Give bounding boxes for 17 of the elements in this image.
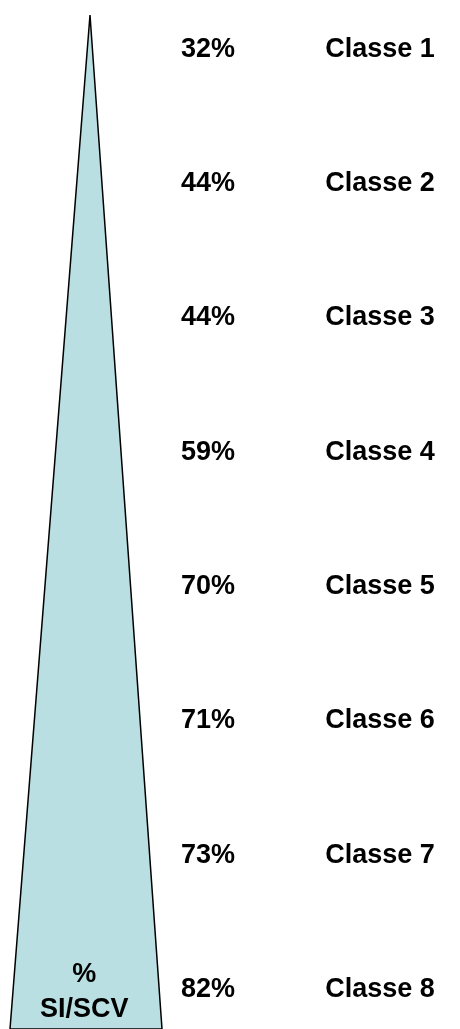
text: % SI/SCV [40,958,129,1024]
category-label: Classe 2 [325,167,435,198]
category-label: Classe 4 [325,435,435,466]
data-label: 73% [180,838,236,869]
category-label: Classe 3 [325,301,435,332]
data-label: 44% [180,167,236,198]
data-label: 44% [180,301,236,332]
data-label: 71% [180,704,236,735]
category-label: Classe 1 [325,32,435,63]
data-label: 82% [180,972,236,1003]
data-label: 32% [180,32,236,63]
category-label: Classe 8 [325,972,435,1003]
data-label: 59% [180,435,236,466]
category-label: Classe 5 [325,569,435,600]
category-label: Classe 7 [325,838,435,869]
data-label: 70% [180,569,236,600]
category-label: Classe 6 [325,704,435,735]
